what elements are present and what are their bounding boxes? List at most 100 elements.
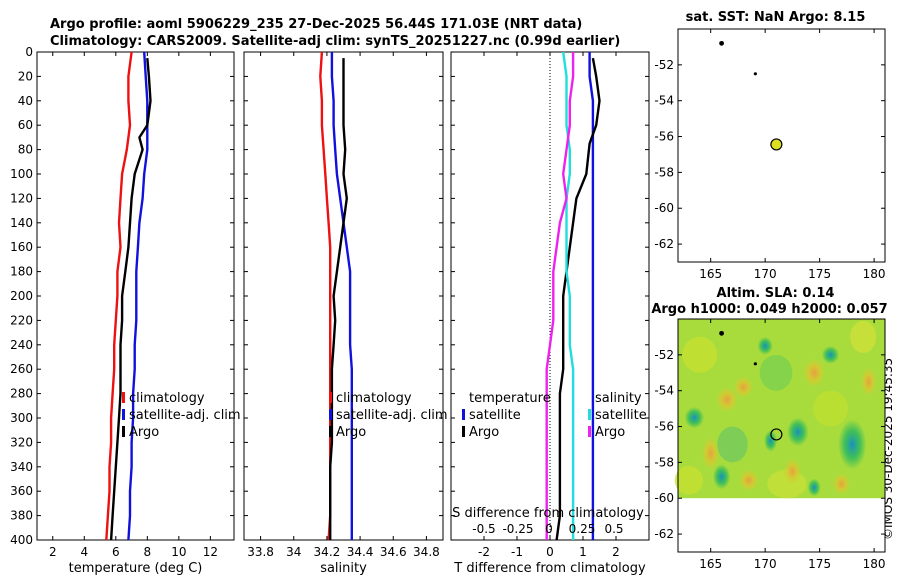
- legend-label: satellite-adj. clim: [336, 408, 448, 423]
- cool-anomaly: [757, 336, 773, 355]
- track-marker: [719, 330, 724, 336]
- x-tick-label: 34: [286, 545, 301, 559]
- x-tick-label: 4: [80, 545, 88, 559]
- x-tick-label: 170: [754, 267, 777, 281]
- temperature-panel: 2 4 6 8 10 1202040608010012014016018020022024…: [10, 45, 241, 576]
- series-line-black: [329, 58, 348, 540]
- y-tick-label: 0: [25, 45, 33, 59]
- x-tick-label: -1: [511, 545, 523, 559]
- y-tick-label: 320: [10, 435, 33, 449]
- x-tick-label: 10: [171, 545, 186, 559]
- x-tick-label: 165: [699, 267, 722, 281]
- legend-label: climatology: [336, 391, 412, 406]
- x-tick-label: 34.2: [314, 545, 341, 559]
- x-tick-label: 175: [808, 267, 831, 281]
- legend-label: Argo: [336, 425, 366, 440]
- track-marker: [753, 72, 757, 76]
- warm-anomaly: [803, 358, 826, 388]
- x-tick-label: 0: [546, 545, 554, 559]
- y-tick-label: 280: [10, 387, 33, 401]
- cool-anomaly: [807, 478, 821, 497]
- argo-float-marker: [770, 138, 783, 151]
- legend-swatch: [122, 409, 125, 420]
- y-tick-label: -62: [654, 527, 674, 541]
- sla-patch: [813, 390, 848, 427]
- legend-swatch: [122, 426, 125, 437]
- y-tick-label: -58: [654, 165, 674, 179]
- y-tick-label: 100: [10, 167, 33, 181]
- top-axis-label: 0.25: [569, 522, 596, 536]
- y-tick-label: -52: [654, 348, 674, 362]
- top-axis-label: -0.25: [502, 522, 533, 536]
- legend-swatch: [329, 392, 332, 403]
- x-tick-label: 2: [612, 545, 620, 559]
- track-marker: [753, 362, 757, 366]
- y-tick-label: 240: [10, 338, 33, 352]
- y-tick-label: 20: [18, 69, 33, 83]
- warm-anomaly: [716, 387, 738, 413]
- y-tick-label: 140: [10, 216, 33, 230]
- y-tick-label: 160: [10, 240, 33, 254]
- legend-label: Argo: [595, 425, 625, 440]
- cool-anomaly: [764, 430, 778, 452]
- top-axis-label: -0.5: [472, 522, 495, 536]
- x-tick-label: 175: [808, 557, 831, 571]
- x-tick-label: 180: [863, 557, 886, 571]
- y-tick-label: -54: [654, 384, 674, 398]
- sst-map-panel: 165 170 175 180 -52 -54 -56 -58 -60 -62 sat. SST: …: [654, 10, 885, 281]
- y-tick-label: 340: [10, 460, 33, 474]
- x-tick-label: 2: [49, 545, 57, 559]
- cool-anomaly: [821, 345, 840, 364]
- salinity-panel: 33.8 34 34.2 34.4 34.6 34.8 salinity climatolog…: [243, 51, 448, 576]
- x-tick-label: 33.8: [247, 545, 274, 559]
- warm-anomaly: [832, 473, 851, 495]
- legend-label: satellite: [469, 408, 521, 423]
- warm-anomaly: [733, 376, 754, 398]
- warm-anomaly: [701, 437, 720, 470]
- legend-swatch: [588, 409, 591, 420]
- x-tick-label: 34.8: [413, 545, 440, 559]
- y-tick-label: 400: [10, 533, 33, 547]
- y-tick-label: -60: [654, 491, 674, 505]
- y-tick-label: 60: [18, 118, 33, 132]
- cool-anomaly: [786, 417, 809, 447]
- legend-label: satellite: [595, 408, 647, 423]
- x-tick-label: 6: [112, 545, 120, 559]
- sla-patch: [850, 320, 877, 354]
- x-tick-label: 12: [203, 545, 218, 559]
- sla-map-panel: 165 170 175 180 -52 -54 -56 -58 -60 -62 Altim. SLA…: [651, 286, 887, 571]
- difference-panel: -2 -1 0 1 2 T difference from climatology temp…: [450, 51, 650, 576]
- legend-swatch: [462, 409, 465, 420]
- y-tick-label: 300: [10, 411, 33, 425]
- x-tick-label: 165: [699, 557, 722, 571]
- y-tick-label: 380: [10, 509, 33, 523]
- y-tick-label: -60: [654, 201, 674, 215]
- x-tick-label: 8: [143, 545, 151, 559]
- sla-patch: [717, 426, 748, 463]
- series-line-blue: [330, 52, 353, 540]
- y-tick-label: -56: [654, 420, 674, 434]
- y-tick-label: 40: [18, 94, 33, 108]
- legend-swatch: [588, 426, 591, 437]
- argo-float-marker: [770, 428, 783, 441]
- y-tick-label: 200: [10, 289, 33, 303]
- legend-swatch: [329, 409, 332, 420]
- x-tick-label: 34.6: [380, 545, 407, 559]
- y-tick-label: 360: [10, 484, 33, 498]
- legend-label: satellite-adj. clim: [129, 408, 241, 423]
- x-axis-label: salinity: [320, 561, 367, 576]
- x-axis-label: T difference from climatology: [453, 561, 646, 576]
- track-marker: [719, 40, 724, 46]
- series-line-red: [105, 51, 133, 541]
- y-tick-label: -58: [654, 455, 674, 469]
- sla-patch: [674, 465, 704, 495]
- legend-label: temperature: [469, 391, 551, 406]
- cool-anomaly: [838, 419, 867, 470]
- top-axis-title: S difference from climatology: [452, 506, 644, 521]
- top-axis-label: 0: [545, 522, 553, 536]
- legend-label: climatology: [129, 391, 205, 406]
- header-line-1: Argo profile: aoml 5906229_235 27-Dec-20…: [50, 17, 582, 32]
- sla-patch: [759, 354, 793, 391]
- series-line-magenta: [545, 52, 575, 540]
